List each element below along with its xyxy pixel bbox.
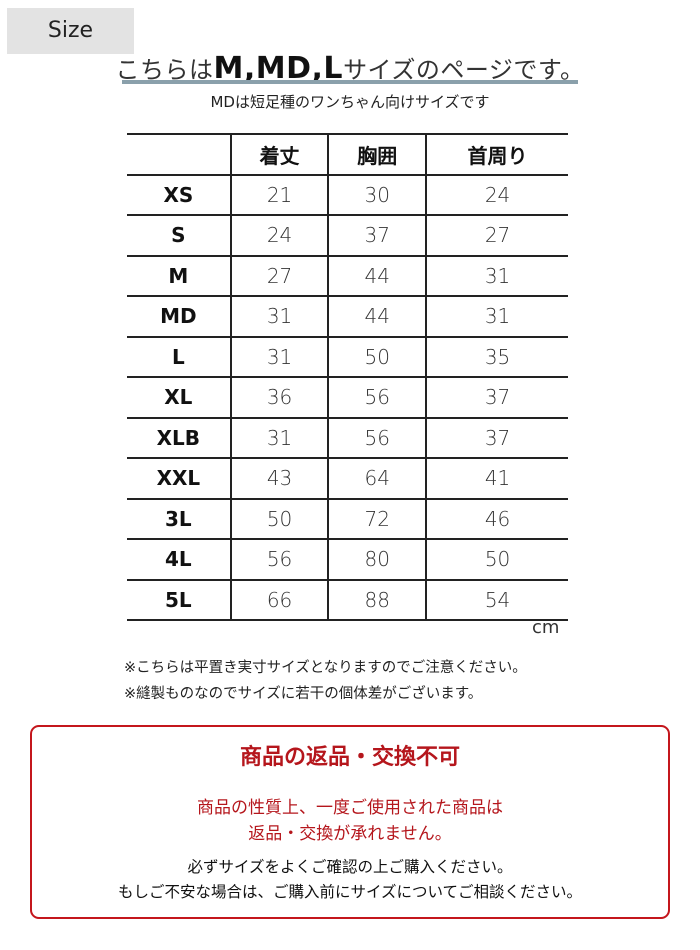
measurement-cell: 80: [327, 538, 427, 580]
measurement-cell: 27: [229, 254, 329, 296]
note: ※こちらは平置き実寸サイズとなりますのでご注意ください。: [124, 660, 527, 676]
size-label: 4L: [127, 538, 231, 580]
measurement-cell: 46: [425, 497, 568, 539]
size-table: 着丈 胸囲 首周り XS 21 30 24 S 24 37 27 M 27 44 31 MD 31 44 31…: [127, 133, 568, 621]
notice-box: 商品の返品・交換不可 商品の性質上、一度ご使用された商品は 返品・交換が承れませ…: [30, 725, 670, 919]
notice-red-line: 返品・交換が承れません。: [248, 824, 452, 844]
measurement-cell: 66: [229, 578, 329, 621]
measurement-cell: 37: [327, 214, 427, 256]
header-cell: 着丈: [229, 133, 329, 175]
size-label: S: [127, 214, 231, 256]
measurement-cell: 24: [229, 214, 329, 256]
table-header-row: 着丈 胸囲 首周り: [127, 133, 568, 175]
measurement-cell: 50: [327, 335, 427, 377]
headline-underline: [122, 80, 578, 84]
size-label: XXL: [127, 457, 231, 499]
headline: こちらはM,MD,Lサイズのページです。: [0, 50, 700, 86]
measurement-cell: 64: [327, 457, 427, 499]
measurement-cell: 44: [327, 254, 427, 296]
measurement-cell: 44: [327, 295, 427, 337]
table-row: 5L 66 88 54: [127, 578, 568, 621]
notice-red-line: 商品の性質上、一度ご使用された商品は: [197, 798, 503, 818]
header-cell: 胸囲: [327, 133, 427, 175]
table-row: XLB 31 56 37: [127, 416, 568, 458]
measurement-cell: 50: [425, 538, 568, 580]
measurement-cell: 27: [425, 214, 568, 256]
measurement-cell: 37: [425, 416, 568, 458]
notice-line: もしご不安な場合は、ご購入前にサイズについてご相談ください。: [117, 883, 583, 901]
measurement-cell: 31: [229, 295, 329, 337]
unit-label: cm: [532, 617, 560, 638]
measurement-cell: 56: [327, 376, 427, 418]
table-row: XS 21 30 24: [127, 173, 568, 215]
measurement-cell: 31: [229, 335, 329, 377]
measurement-cell: 43: [229, 457, 329, 499]
measurement-cell: 31: [229, 416, 329, 458]
size-tag: Size: [7, 8, 134, 54]
size-label: MD: [127, 295, 231, 337]
table-row: S 24 37 27: [127, 214, 568, 256]
table-row: MD 31 44 31: [127, 295, 568, 337]
measurement-cell: 36: [229, 376, 329, 418]
table-row: XXL 43 64 41: [127, 457, 568, 499]
measurement-cell: 35: [425, 335, 568, 377]
measurement-cell: 54: [425, 578, 568, 621]
size-label: XS: [127, 173, 231, 215]
size-label: 3L: [127, 497, 231, 539]
notice-title: 商品の返品・交換不可: [239, 745, 460, 770]
notice-line: 必ずサイズをよくご確認の上ご購入ください。: [187, 858, 513, 876]
size-label: XLB: [127, 416, 231, 458]
measurement-cell: 21: [229, 173, 329, 215]
header-cell: 首周り: [425, 133, 568, 175]
header-cell: [127, 133, 231, 175]
measurement-cell: 41: [425, 457, 568, 499]
measurement-cell: 37: [425, 376, 568, 418]
table-row: 4L 56 80 50: [127, 538, 568, 580]
table-row: M 27 44 31: [127, 254, 568, 296]
table-row: 3L 50 72 46: [127, 497, 568, 539]
headline-prefix: こちらは: [115, 56, 214, 84]
size-label: L: [127, 335, 231, 377]
measurement-cell: 31: [425, 295, 568, 337]
measurement-cell: 56: [229, 538, 329, 580]
subtitle: MDは短足種のワンちゃん向けサイズです: [210, 93, 490, 111]
measurement-cell: 72: [327, 497, 427, 539]
measurement-cell: 24: [425, 173, 568, 215]
note: ※縫製ものなのでサイズに若干の個体差がございます。: [124, 686, 483, 702]
measurement-cell: 88: [327, 578, 427, 621]
measurement-cell: 50: [229, 497, 329, 539]
size-label: M: [127, 254, 231, 296]
headline-suffix: サイズのページです。: [343, 56, 585, 84]
size-label: XL: [127, 376, 231, 418]
size-label: 5L: [127, 578, 231, 621]
measurement-cell: 56: [327, 416, 427, 458]
measurement-cell: 30: [327, 173, 427, 215]
measurement-cell: 31: [425, 254, 568, 296]
table-row: L 31 50 35: [127, 335, 568, 377]
table-row: XL 36 56 37: [127, 376, 568, 418]
